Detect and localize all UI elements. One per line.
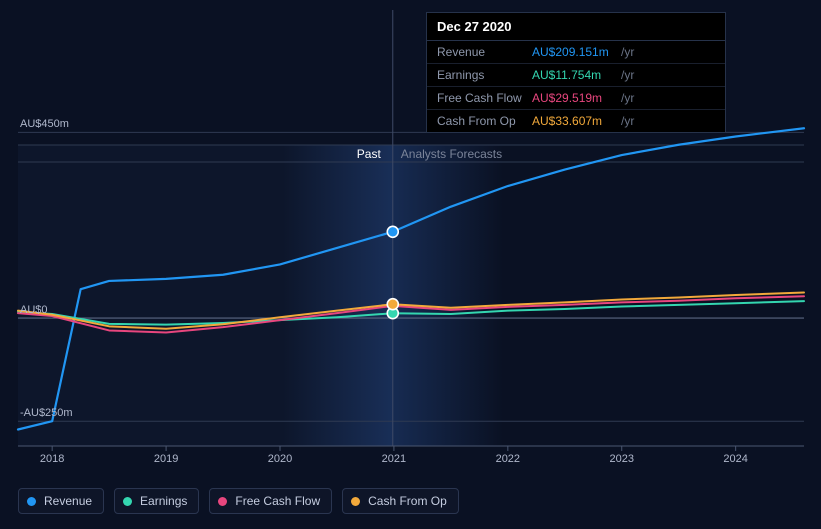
legend-dot-icon	[218, 497, 227, 506]
tooltip-row: EarningsAU$11.754m/yr	[427, 64, 725, 87]
chart-legend: Revenue Earnings Free Cash Flow Cash From O…	[18, 488, 459, 514]
legend-item-earnings[interactable]: Earnings	[114, 488, 199, 514]
legend-label: Cash From Op	[368, 494, 447, 508]
tooltip-date: Dec 27 2020	[427, 13, 725, 41]
legend-dot-icon	[351, 497, 360, 506]
x-tick-label: 2021	[382, 453, 406, 465]
tooltip-label: Earnings	[437, 68, 532, 82]
x-tick-label: 2024	[723, 453, 747, 465]
legend-item-revenue[interactable]: Revenue	[18, 488, 104, 514]
tooltip-unit: /yr	[621, 91, 634, 105]
legend-label: Free Cash Flow	[235, 494, 320, 508]
legend-dot-icon	[27, 497, 36, 506]
y-tick-label: -AU$250m	[20, 407, 73, 419]
legend-item-fcf[interactable]: Free Cash Flow	[209, 488, 332, 514]
financial-chart[interactable]: -AU$250m AU$0 AU$450m 2018 2019 2020 2021 2022…	[0, 0, 821, 524]
tooltip-value: AU$209.151m	[532, 45, 617, 59]
region-label-past: Past	[357, 147, 381, 161]
x-tick-label: 2022	[496, 453, 520, 465]
tooltip-row: Cash From OpAU$33.607m/yr	[427, 110, 725, 132]
tooltip-label: Free Cash Flow	[437, 91, 532, 105]
legend-label: Revenue	[44, 494, 92, 508]
tooltip-unit: /yr	[621, 114, 634, 128]
tooltip-row: Free Cash FlowAU$29.519m/yr	[427, 87, 725, 110]
chart-tooltip: Dec 27 2020 RevenueAU$209.151m/yrEarning…	[426, 12, 726, 133]
legend-item-cfo[interactable]: Cash From Op	[342, 488, 459, 514]
y-tick-label: AU$450m	[20, 118, 69, 130]
tooltip-label: Cash From Op	[437, 114, 532, 128]
x-tick-label: 2020	[268, 453, 292, 465]
x-tick-label: 2018	[40, 453, 64, 465]
tooltip-label: Revenue	[437, 45, 532, 59]
region-label-forecast: Analysts Forecasts	[401, 147, 502, 161]
tooltip-row: RevenueAU$209.151m/yr	[427, 41, 725, 64]
legend-label: Earnings	[140, 494, 187, 508]
x-tick-label: 2023	[609, 453, 633, 465]
legend-dot-icon	[123, 497, 132, 506]
tooltip-unit: /yr	[621, 45, 634, 59]
tooltip-value: AU$29.519m	[532, 91, 617, 105]
tooltip-value: AU$11.754m	[532, 68, 617, 82]
tooltip-unit: /yr	[621, 68, 634, 82]
x-tick-label: 2019	[154, 453, 178, 465]
y-tick-label: AU$0	[20, 304, 48, 316]
tooltip-value: AU$33.607m	[532, 114, 617, 128]
